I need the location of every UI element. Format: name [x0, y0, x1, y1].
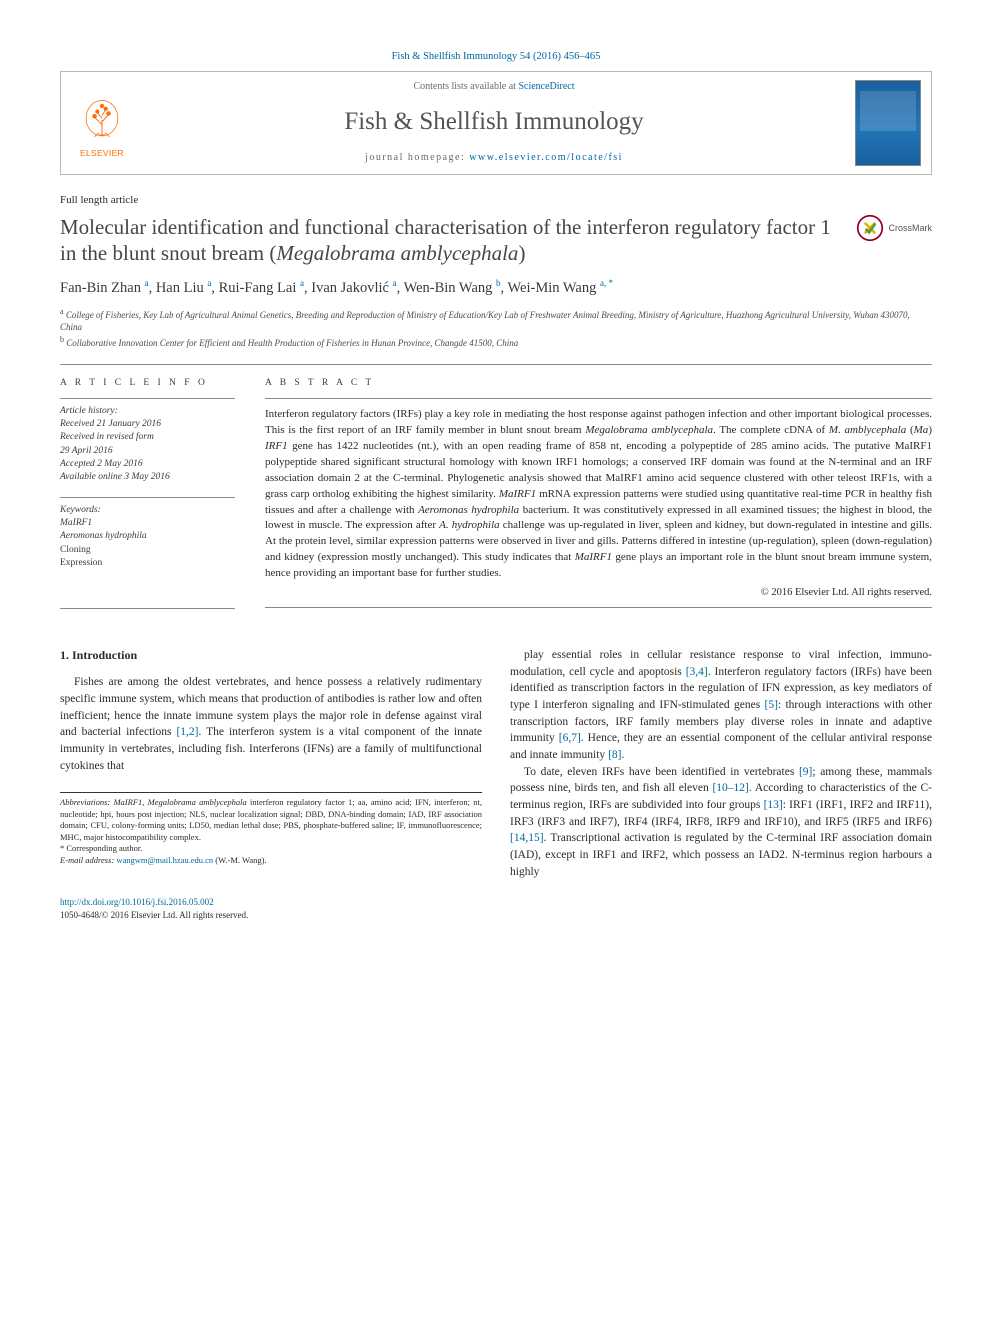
article-info-heading: A R T I C L E I N F O [60, 377, 235, 390]
abbreviations: Abbreviations: MaIRF1, Megalobrama ambly… [60, 797, 482, 843]
author-list: Fan-Bin Zhan a, Han Liu a, Rui-Fang Lai … [60, 277, 932, 300]
affil-text-b: Collaborative Innovation Center for Effi… [66, 338, 518, 348]
abstract-heading: A B S T R A C T [265, 377, 932, 390]
sciencedirect-link[interactable]: ScienceDirect [518, 81, 574, 92]
doi-link[interactable]: http://dx.doi.org/10.1016/j.fsi.2016.05.… [60, 897, 214, 907]
divider [60, 398, 235, 399]
history-revised-line1: Received in revised form [60, 432, 154, 442]
title-part-3: ) [518, 241, 525, 265]
contents-lists: Contents lists available at ScienceDirec… [147, 80, 841, 94]
footnotes: Abbreviations: MaIRF1, Megalobrama ambly… [60, 792, 482, 866]
history-received: Received 21 January 2016 [60, 419, 161, 429]
body-column-right: play essential roles in cellular resista… [510, 647, 932, 880]
history-label: Article history: [60, 406, 118, 416]
intro-paragraph-2: To date, eleven IRFs have been identifie… [510, 764, 932, 881]
article-history: Article history: Received 21 January 201… [60, 405, 235, 485]
citation-header: Fish & Shellfish Immunology 54 (2016) 45… [60, 50, 932, 65]
divider [60, 497, 235, 498]
elsevier-tree-icon [74, 92, 130, 148]
abstract-copyright: © 2016 Elsevier Ltd. All rights reserved… [265, 586, 932, 601]
divider [265, 607, 932, 608]
crossmark-icon [856, 214, 884, 242]
homepage-prefix: journal homepage: [365, 152, 469, 163]
email-line: E-mail address: wangwm@mail.hzau.edu.cn … [60, 855, 482, 866]
abstract-text: Interferon regulatory factors (IRFs) pla… [265, 407, 932, 582]
crossmark-badge[interactable]: CrossMark [856, 214, 932, 242]
history-accepted: Accepted 2 May 2016 [60, 459, 143, 469]
corresponding-author: * Corresponding author. [60, 843, 482, 854]
title-species: Megalobrama amblycephala [276, 241, 518, 265]
keywords-label: Keywords: [60, 504, 235, 517]
history-revised-line2: 29 April 2016 [60, 446, 113, 456]
keywords-block: Keywords: MaIRF1 Aeromonas hydrophila Cl… [60, 504, 235, 570]
crossmark-label: CrossMark [888, 222, 932, 235]
journal-homepage: journal homepage: www.elsevier.com/locat… [147, 151, 841, 165]
email-suffix: (W.-M. Wang). [213, 855, 266, 865]
affiliation-b: b Collaborative Innovation Center for Ef… [60, 335, 932, 349]
homepage-link[interactable]: www.elsevier.com/locate/fsi [469, 152, 623, 163]
footer-bar: http://dx.doi.org/10.1016/j.fsi.2016.05.… [60, 896, 932, 921]
affil-sup-a: a [60, 307, 64, 316]
affil-text-a: College of Fisheries, Key Lab of Agricul… [60, 310, 910, 332]
article-type: Full length article [60, 193, 932, 208]
keyword-2: Aeromonas hydrophila [60, 531, 147, 541]
contents-prefix: Contents lists available at [413, 81, 518, 92]
divider [265, 398, 932, 399]
divider [60, 364, 932, 365]
abbrev-label: Abbreviations: [60, 797, 110, 807]
affiliation-a: a College of Fisheries, Key Lab of Agric… [60, 307, 932, 333]
journal-header: ELSEVIER Contents lists available at Sci… [60, 71, 932, 175]
issn-copyright: 1050-4648/© 2016 Elsevier Ltd. All right… [60, 910, 248, 920]
corresponding-email-link[interactable]: wangwm@mail.hzau.edu.cn [116, 855, 213, 865]
section-1-heading: 1. Introduction [60, 647, 482, 664]
history-online: Available online 3 May 2016 [60, 472, 170, 482]
divider [60, 608, 235, 609]
intro-paragraph-1: Fishes are among the oldest vertebrates,… [60, 674, 482, 774]
section-title: Introduction [72, 648, 137, 662]
body-column-left: 1. Introduction Fishes are among the old… [60, 647, 482, 880]
section-num: 1. [60, 648, 69, 662]
keyword-4: Expression [60, 558, 102, 568]
email-label: E-mail address: [60, 855, 114, 865]
elsevier-logo[interactable]: ELSEVIER [71, 86, 133, 160]
journal-name: Fish & Shellfish Immunology [147, 104, 841, 139]
keyword-3: Cloning [60, 545, 91, 555]
intro-paragraph-1-cont: play essential roles in cellular resista… [510, 647, 932, 764]
journal-cover-thumb[interactable] [855, 80, 921, 166]
affil-sup-b: b [60, 335, 64, 344]
keyword-1: MaIRF1 [60, 518, 92, 528]
abbrev-text: MaIRF1, Megalobrama amblycephala interfe… [60, 797, 482, 841]
article-title: Molecular identification and functional … [60, 214, 846, 267]
elsevier-label: ELSEVIER [80, 148, 124, 160]
